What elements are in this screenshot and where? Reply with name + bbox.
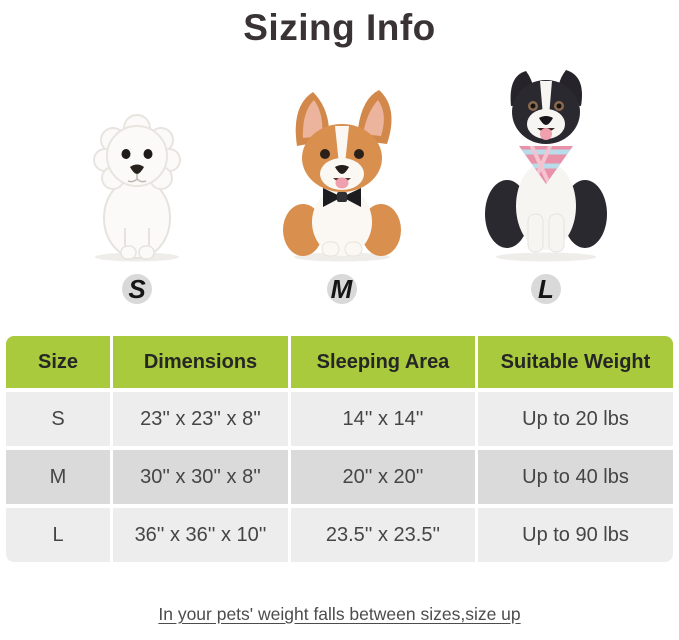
cell-weight-m: Up to 40 lbs (478, 450, 673, 504)
size-badges-row: S M L (0, 274, 679, 304)
size-badge-s: S (122, 274, 152, 304)
dog-photo-large (453, 66, 639, 262)
corgi-dog-icon (282, 90, 401, 262)
dog-photo-medium (249, 84, 435, 262)
footer-note: In your pets' weight falls between sizes… (0, 604, 679, 625)
cell-weight-s: Up to 20 lbs (478, 392, 673, 446)
table-row-m: M 30'' x 30'' x 8'' 20'' x 20'' Up to 40… (6, 450, 673, 504)
cell-sleeping-area-s: 14'' x 14'' (291, 392, 475, 446)
cell-weight-l: Up to 90 lbs (478, 508, 673, 562)
header-cell-size: Size (6, 336, 110, 388)
table-row-l: L 36'' x 36'' x 10'' 23.5'' x 23.5'' Up … (6, 508, 673, 562)
sizing-table: Size Dimensions Sleeping Area Suitable W… (6, 336, 673, 562)
size-badge-m: M (326, 274, 357, 304)
table-header-row: Size Dimensions Sleeping Area Suitable W… (6, 336, 673, 388)
cell-dimensions-l: 36'' x 36'' x 10'' (113, 508, 288, 562)
table-row-s: S 23'' x 23'' x 8'' 14'' x 14'' Up to 20… (6, 392, 673, 446)
page-title: Sizing Info (243, 7, 436, 48)
header-cell-suitable-weight: Suitable Weight (478, 336, 673, 388)
cell-sleeping-area-m: 20'' x 20'' (291, 450, 475, 504)
cell-size-s: S (6, 392, 110, 446)
header-cell-sleeping-area: Sleeping Area (291, 336, 475, 388)
dog-photos-row (0, 62, 679, 262)
cell-size-m: M (6, 450, 110, 504)
cell-dimensions-s: 23'' x 23'' x 8'' (113, 392, 288, 446)
cell-dimensions-m: 30'' x 30'' x 8'' (113, 450, 288, 504)
footer-note-text: In your pets' weight falls between sizes… (158, 604, 521, 624)
border-collie-dog-icon (485, 70, 607, 262)
cell-size-l: L (6, 508, 110, 562)
dog-photo-small (44, 110, 230, 262)
size-badge-l: L (531, 274, 561, 304)
sizing-info-page: { "page": { "title": "Sizing Info", "foo… (0, 6, 679, 640)
bichon-dog-icon (93, 114, 181, 262)
cell-sleeping-area-l: 23.5'' x 23.5'' (291, 508, 475, 562)
header-cell-dimensions: Dimensions (113, 336, 288, 388)
